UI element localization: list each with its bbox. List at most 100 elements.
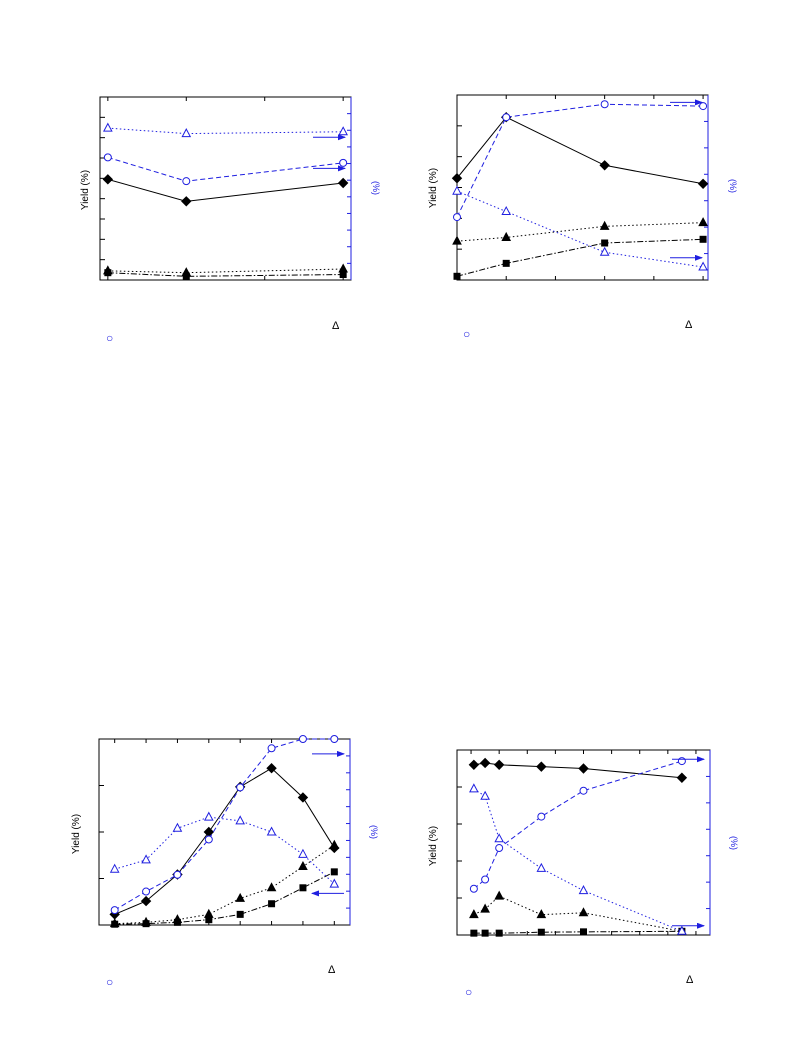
series-line-triangle [114, 844, 335, 925]
data-point-triangle [698, 217, 708, 227]
data-point-square [142, 920, 150, 928]
ticks-1 [100, 97, 351, 280]
data-point-diamond [599, 160, 610, 171]
data-point-triangle-open [172, 822, 183, 832]
arrow-layer-3 [311, 750, 345, 897]
series-layer-4 [468, 757, 688, 937]
data-point-triangle [338, 263, 348, 273]
y-axis-label-1: Yield (%) [80, 170, 91, 210]
data-point-circle-open [103, 153, 112, 162]
data-point-square [339, 271, 347, 279]
data-point-diamond [337, 177, 349, 189]
data-point-circle-open [699, 102, 708, 111]
data-point-diamond [102, 174, 114, 185]
data-point-square [182, 272, 190, 280]
data-point-triangle-open [203, 811, 214, 821]
series-layer-2 [451, 100, 709, 280]
data-point-circle-open [481, 875, 490, 884]
data-point-square [236, 910, 244, 918]
data-point-triangle [298, 860, 308, 871]
data-point-circle-open [110, 906, 119, 915]
data-point-square [580, 928, 587, 936]
data-point-circle-open [453, 213, 461, 222]
data-point-circle-open [339, 158, 348, 167]
data-point-triangle-open [536, 862, 547, 872]
data-point-triangle [266, 882, 277, 892]
data-point-square [205, 916, 213, 924]
data-point-triangle-open [698, 261, 708, 271]
y2-axis-label-3: (%) [369, 825, 379, 839]
data-point-circle-open [495, 844, 504, 853]
series-line-diamond [114, 767, 335, 915]
data-point-diamond [536, 761, 547, 772]
data-point-square [330, 868, 338, 876]
series-line-triangle [107, 268, 344, 274]
data-point-square [699, 235, 707, 243]
series-line-triangle [473, 895, 682, 932]
y2-axis-label-1: (%) [371, 181, 381, 195]
data-point-triangle-open [298, 848, 308, 858]
data-point-circle-open [537, 812, 546, 821]
data-point-triangle-open [469, 783, 479, 793]
data-point-triangle-open [141, 854, 151, 864]
ticks-2 [456, 95, 708, 280]
data-point-circle-open [142, 887, 151, 896]
data-point-triangle [329, 839, 340, 849]
data-point-triangle-open [235, 815, 246, 825]
note-delta-1: Δ [332, 320, 340, 332]
data-point-circle-open [182, 177, 191, 186]
data-point-square [299, 884, 307, 892]
data-point-diamond [676, 772, 688, 783]
data-point-triangle [494, 890, 504, 900]
arrow-layer-4 [672, 756, 705, 929]
data-point-circle-open [236, 783, 245, 792]
data-point-triangle [578, 907, 589, 917]
data-point-diamond [297, 792, 309, 803]
data-point-triangle-open [103, 122, 113, 132]
data-point-square [537, 928, 545, 936]
data-point-triangle [599, 220, 610, 230]
series-line-triangle-open [107, 127, 344, 135]
data-point-square [173, 918, 181, 926]
y2-axis-label-4: (%) [729, 836, 739, 850]
plot-frame-2 [456, 94, 709, 281]
data-point-square [495, 929, 503, 937]
data-point-triangle-open [109, 863, 120, 873]
chart-panel-2: Yield (%) (%) Δ ○ [428, 94, 738, 341]
note-circle-4: ○ [465, 985, 472, 999]
series-layer-1 [102, 122, 349, 280]
data-point-diamond [451, 173, 463, 184]
data-point-square [453, 272, 461, 280]
data-point-diamond [140, 895, 152, 907]
data-point-triangle [235, 892, 246, 902]
data-point-triangle-open [266, 826, 277, 836]
data-point-diamond [697, 178, 709, 190]
note-circle-2: ○ [463, 327, 470, 341]
data-point-triangle-open [599, 246, 610, 256]
series-line-circle-open [107, 156, 344, 182]
data-point-square [104, 269, 112, 277]
series-line-circle-open [456, 103, 704, 218]
data-point-triangle-open [494, 833, 504, 843]
data-point-circle-open [600, 100, 609, 109]
data-point-circle-open [298, 735, 307, 743]
series-line-square [473, 930, 682, 934]
data-point-circle-open [677, 757, 686, 766]
series-line-square [456, 238, 704, 277]
data-point-square [601, 239, 609, 247]
series-line-triangle-open [114, 816, 335, 885]
data-point-circle-open [204, 835, 213, 844]
chart-panel-4: Yield (%) (%) Δ ○ [428, 749, 739, 999]
data-point-triangle [452, 235, 462, 245]
y-axis-label-4: Yield (%) [428, 826, 439, 866]
data-point-triangle-open [578, 885, 589, 895]
series-layer-3 [109, 735, 340, 928]
data-point-triangle [469, 909, 479, 919]
series-line-diamond [107, 178, 344, 202]
chart-panel-3: Yield (%) (%) Δ ○ [71, 735, 379, 989]
y-axis-label-2: Yield (%) [428, 168, 439, 208]
data-point-triangle-open [338, 126, 348, 136]
y2-axis-label-2: (%) [728, 179, 738, 193]
